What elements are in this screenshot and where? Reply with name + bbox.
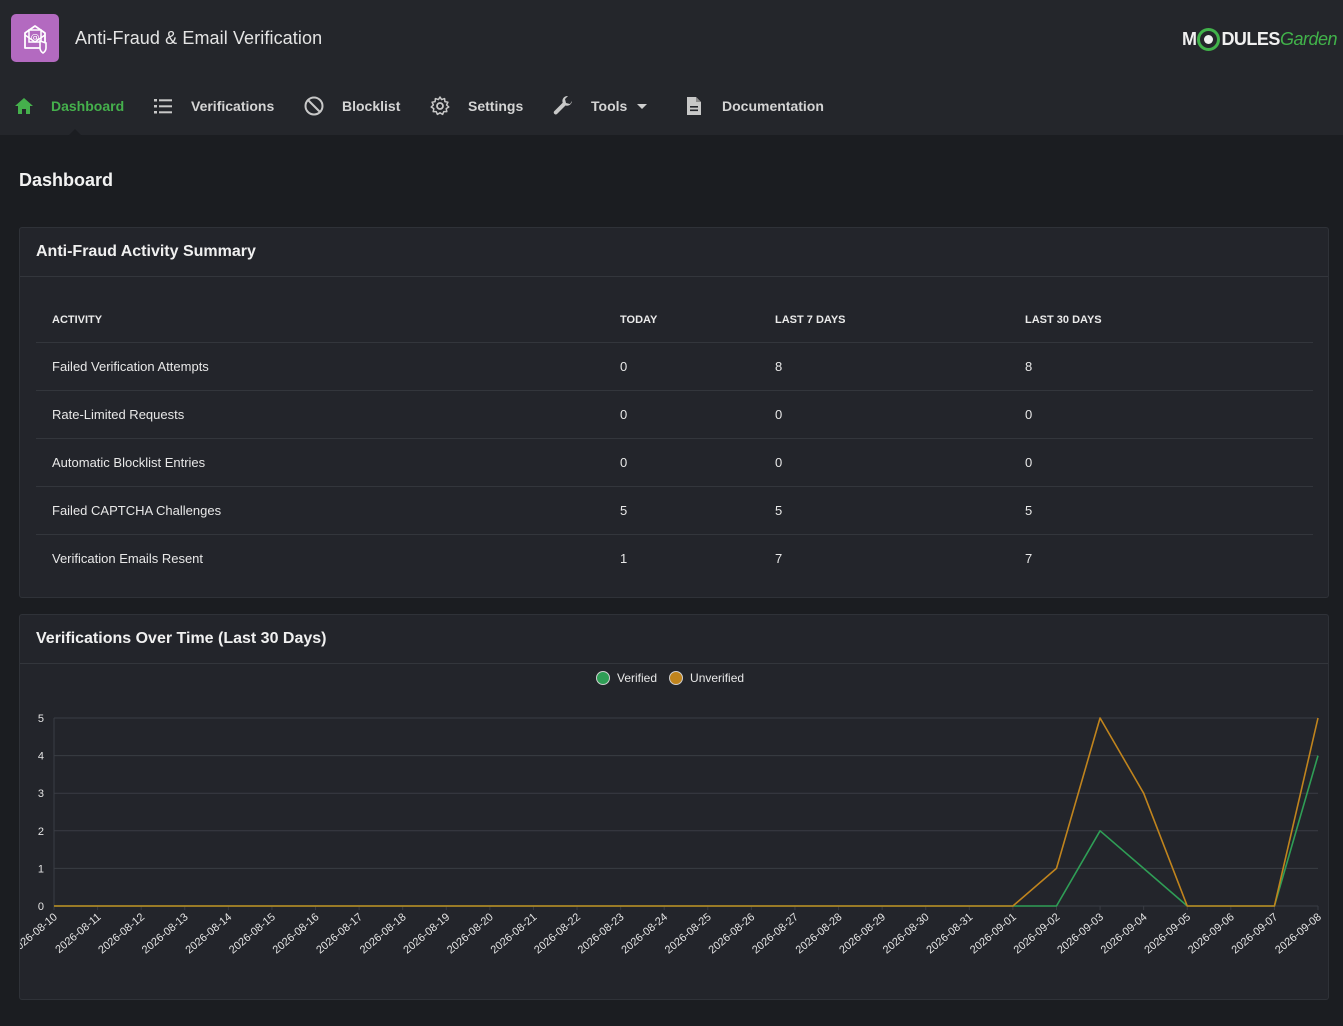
wrench-icon [551,94,575,118]
table-cell: 7 [775,550,783,566]
table-row: Rate-Limited Requests 0 0 0 [36,390,1313,439]
table-row: Automatic Blocklist Entries 0 0 0 [36,438,1313,487]
verifications-chart-card: Verifications Over Time (Last 30 Days) V… [19,614,1329,1000]
chevron-down-icon [637,103,648,109]
table-cell: Failed Verification Attempts [36,342,604,391]
line-chart: 0123452026-08-102026-08-112026-08-122026… [20,713,1324,956]
x-tick-label: 2026-08-11 [53,911,103,956]
y-tick-label: 3 [38,788,44,800]
legend-item-verified[interactable]: Verified [596,671,657,685]
series-line-unverified [54,717,1319,907]
table-cell: 5 [1009,486,1313,535]
x-tick-label: 2026-08-17 [314,911,365,956]
x-tick-label: 2026-08-19 [401,911,452,956]
chart-legend: Verified Unverified [596,671,756,685]
table-cell: 0 [604,390,759,439]
x-tick-label: 2026-08-14 [183,911,234,956]
column-header: LAST 7 DAYS [759,298,1009,343]
app-logo: @ [11,14,59,62]
x-tick-label: 2026-08-22 [532,911,583,956]
card-title: Verifications Over Time (Last 30 Days) [20,615,1328,664]
y-tick-label: 5 [38,713,44,725]
table-cell: 5 [604,486,759,535]
activity-summary-card: Anti-Fraud Activity Summary ACTIVITY TOD… [19,227,1329,598]
column-header: ACTIVITY [36,298,604,343]
x-tick-label: 2026-08-20 [445,911,496,956]
table-cell: 7 [1025,550,1033,566]
nav-blocklist[interactable]: Blocklist [302,84,400,128]
table-row: Failed Verification Attempts 0 8 8 [36,342,1313,391]
x-tick-label: 2026-08-16 [271,911,322,956]
table-cell: 0 [1009,438,1313,487]
x-tick-label: 2026-09-01 [968,911,1019,956]
table-cell: Automatic Blocklist Entries [36,438,604,487]
table-cell: 8 [1009,342,1313,391]
legend-item-unverified[interactable]: Unverified [669,671,744,685]
table-cell: 5 [759,486,1009,535]
table-header-row: ACTIVITY TODAY LAST 7 DAYS LAST 30 DAYS [36,298,1313,343]
x-tick-label: 2026-08-26 [706,911,757,956]
x-tick-label: 2026-08-30 [881,911,932,956]
table-row: Failed CAPTCHA Challenges 5 5 5 [36,486,1313,535]
y-tick-label: 1 [38,863,44,875]
x-tick-label: 2026-08-21 [489,911,540,956]
table-cell: Failed CAPTCHA Challenges [36,486,604,535]
table-cell: 0 [604,438,759,487]
brand-o-icon [1197,27,1221,51]
x-tick-label: 2026-09-04 [1099,911,1150,956]
email-shield-icon: @ [24,25,47,54]
home-icon [12,94,36,118]
y-tick-label: 2 [38,826,44,838]
table-cell: 8 [759,342,1009,391]
y-tick-label: 0 [38,901,44,913]
x-tick-label: 2026-08-25 [663,911,714,956]
table-cell: 1 [620,550,628,566]
x-tick-label: 2026-08-24 [619,911,670,956]
page-title: Dashboard [19,170,114,190]
x-tick-label: 2026-08-28 [794,911,845,956]
column-header: TODAY [604,298,759,343]
x-tick-label: 2026-09-07 [1230,911,1281,956]
nav-dashboard[interactable]: Dashboard [12,84,124,136]
activity-table: ACTIVITY TODAY LAST 7 DAYS LAST 30 DAYS … [36,298,1313,582]
x-tick-label: 2026-08-10 [20,911,60,956]
x-tick-label: 2026-09-08 [1273,911,1324,956]
block-icon [302,94,326,118]
table-cell: 0 [759,438,1009,487]
nav-verifications[interactable]: Verifications [151,84,274,128]
x-tick-label: 2026-09-05 [1142,911,1193,956]
x-tick-label: 2026-08-23 [576,911,627,956]
table-cell: 0 [604,342,759,391]
svg-text:@: @ [31,33,40,43]
legend-swatch [596,671,610,685]
x-tick-label: 2026-08-18 [358,911,409,956]
x-tick-label: 2026-08-15 [227,911,278,956]
nav-tools[interactable]: Tools [551,84,648,128]
gear-icon [428,94,452,118]
app-title: Anti-Fraud & Email Verification [75,28,323,48]
table-cell: Rate-Limited Requests [36,390,604,439]
card-title: Anti-Fraud Activity Summary [20,228,1328,277]
modulesgarden-logo[interactable]: M DULES Garden [1181,27,1338,51]
table-cell: 0 [1009,390,1313,439]
x-tick-label: 2026-08-27 [750,911,801,956]
x-tick-label: 2026-08-29 [837,911,888,956]
x-tick-label: 2026-09-06 [1186,911,1237,956]
y-tick-label: 4 [38,751,44,763]
x-tick-label: 2026-09-02 [1012,911,1063,956]
x-tick-label: 2026-09-03 [1055,911,1106,956]
nav-settings[interactable]: Settings [428,84,523,128]
legend-swatch [669,671,684,685]
table-cell: Verification Emails Resent [52,550,204,566]
x-tick-label: 2026-08-13 [140,911,191,956]
column-header: LAST 30 DAYS [1009,298,1313,343]
top-bar: @ Anti-Fraud & Email Verification M DULE… [0,0,1343,136]
table-cell: 0 [759,390,1009,439]
document-icon [682,94,706,118]
table-row: Verification Emails Resent 1 7 7 [36,534,1313,582]
nav-documentation[interactable]: Documentation [682,84,824,128]
x-tick-label: 2026-08-31 [924,911,975,956]
list-icon [151,94,175,118]
x-tick-label: 2026-08-12 [96,911,147,956]
